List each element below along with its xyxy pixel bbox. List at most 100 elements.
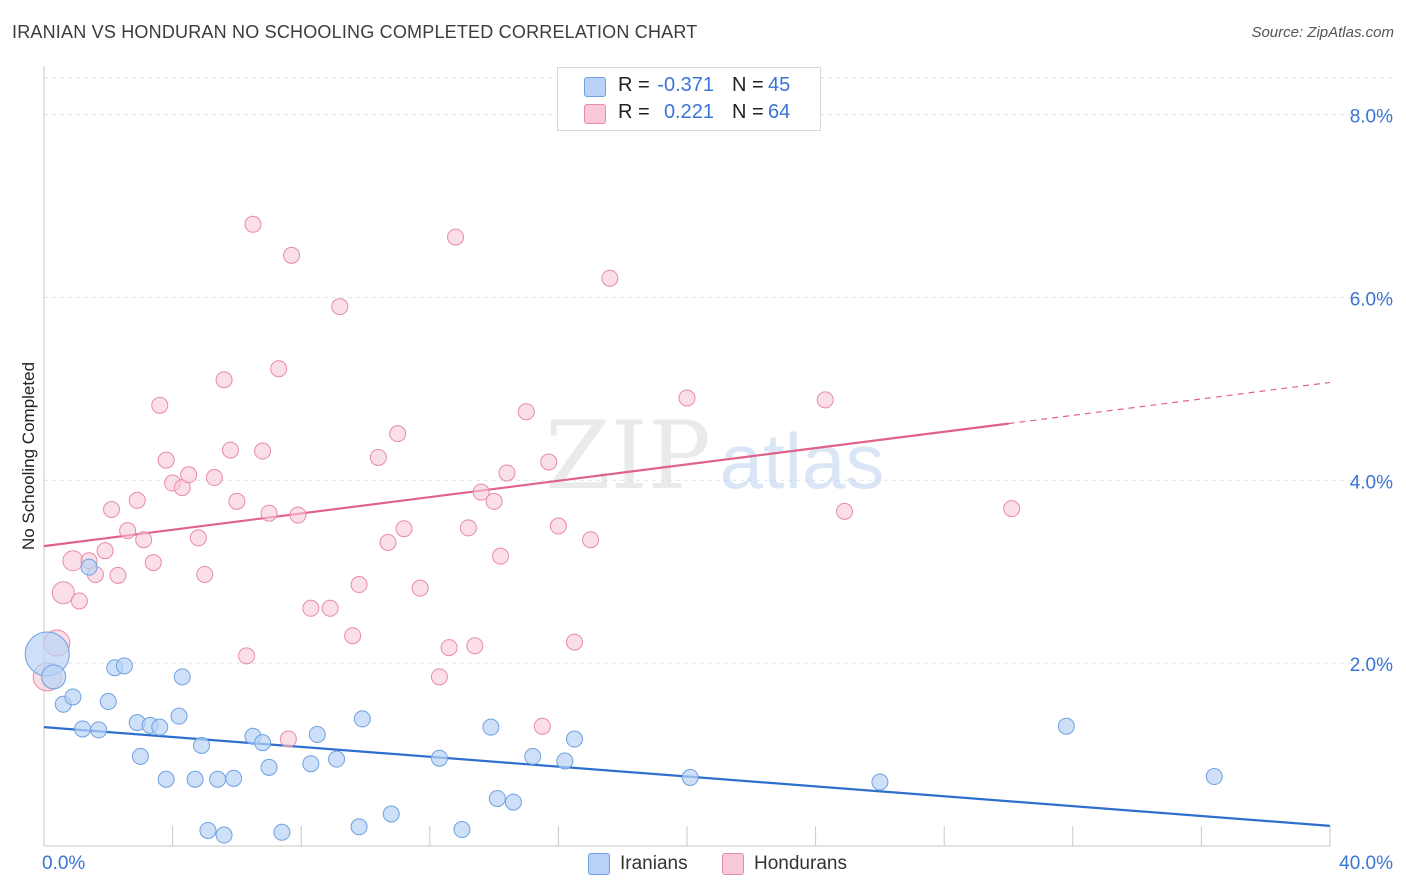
iranian-point: [80, 558, 98, 576]
iranian-point: [74, 720, 92, 738]
y-tick-label: 8.0%: [1350, 107, 1393, 128]
iranian-point: [193, 736, 211, 754]
honduran-point: [180, 466, 198, 484]
correlation-legend: R = -0.371 N = 45 R = 0.221 N = 64: [557, 67, 821, 131]
honduran-point: [430, 668, 448, 686]
honduran-point: [517, 403, 535, 421]
honduran-point: [440, 639, 458, 657]
iranian-point: [99, 693, 117, 711]
honduran-point: [344, 627, 362, 645]
honduran-point: [103, 501, 121, 519]
legend-r-value: 0.221: [663, 101, 714, 123]
legend-r-label: R =: [618, 74, 650, 96]
honduran-point: [678, 389, 696, 407]
bottom-legend-swatch-hondurans: [722, 853, 744, 875]
honduran-point: [816, 391, 834, 409]
honduran-point: [144, 554, 162, 572]
iranian-point: [382, 805, 400, 823]
honduran-point: [205, 469, 223, 487]
iranian-point: [209, 770, 227, 788]
honduran-point: [128, 491, 146, 509]
iranian-point: [681, 768, 699, 786]
iranian-point: [260, 758, 278, 776]
iranian-point: [41, 664, 67, 690]
iranian-point: [273, 823, 291, 841]
iranian-point: [199, 821, 217, 839]
legend-r-value: -0.371: [657, 74, 714, 96]
legend-r-label: R =: [618, 101, 650, 123]
honduran-point: [836, 502, 854, 520]
honduran-point: [565, 633, 583, 651]
honduran-point: [411, 579, 429, 597]
honduran-point: [135, 531, 153, 549]
honduran-point: [109, 566, 127, 584]
iranian-point: [565, 730, 583, 748]
honduran-point: [459, 519, 477, 537]
honduran-point: [96, 542, 114, 560]
honduran-point: [350, 576, 368, 594]
honduran-point: [389, 425, 407, 443]
iranian-point: [350, 818, 368, 836]
iranian-point: [430, 749, 448, 767]
honduran-point: [540, 453, 558, 471]
legend-n-label: N =: [732, 74, 764, 96]
iranian-point: [1205, 768, 1223, 786]
iranian-point: [556, 752, 574, 770]
iranian-point: [353, 710, 371, 728]
watermark-zip: ZIP: [545, 402, 711, 511]
gridlines: [44, 77, 1392, 664]
y-tick-label: 4.0%: [1350, 472, 1393, 493]
y-tick-label: 6.0%: [1350, 289, 1393, 310]
x-tick-label: 0.0%: [42, 853, 85, 874]
honduran-point: [289, 506, 307, 524]
honduran-point: [189, 529, 207, 547]
y-tick-label: 2.0%: [1350, 655, 1393, 676]
honduran-point: [270, 360, 288, 378]
honduran-point: [228, 492, 246, 510]
iranian-point: [871, 773, 889, 791]
honduran-trend-extension: [1008, 381, 1331, 425]
iranian-point: [328, 750, 346, 768]
honduran-point: [238, 647, 256, 665]
honduran-point: [549, 517, 567, 535]
iranian-point: [186, 770, 204, 788]
bottom-legend-label-hondurans: Hondurans: [754, 853, 847, 874]
iranian-point: [115, 657, 133, 675]
iranian-point: [302, 755, 320, 773]
honduran-point: [447, 228, 465, 246]
honduran-point: [215, 371, 233, 389]
iranian-point: [157, 770, 175, 788]
honduran-point: [119, 522, 137, 540]
source-note: Source: ZipAtlas.com: [1251, 24, 1394, 41]
honduran-point: [582, 531, 600, 549]
honduran-point: [321, 599, 339, 617]
legend-swatch-iranians: [584, 77, 606, 97]
y-axis-label: No Schooling Completed: [19, 362, 38, 550]
honduran-point: [379, 533, 397, 551]
honduran-point: [395, 520, 413, 538]
axes: [43, 66, 1331, 847]
legend-n-value: 45: [768, 74, 791, 96]
honduran-point: [283, 246, 301, 264]
honduran-point: [157, 451, 175, 469]
honduran-point: [331, 298, 349, 316]
honduran-point: [1003, 500, 1021, 518]
honduran-point: [260, 504, 278, 522]
honduran-point: [369, 448, 387, 466]
iranian-point: [488, 789, 506, 807]
iranian-point: [151, 718, 169, 736]
iranian-point: [254, 734, 272, 752]
iranian-point: [215, 826, 233, 844]
legend-n-value: 64: [768, 101, 791, 123]
iranian-point: [90, 721, 108, 739]
iranian-points: [24, 558, 1223, 844]
honduran-point: [466, 637, 484, 655]
honduran-point: [151, 396, 169, 414]
iranian-point: [173, 668, 191, 686]
legend-swatch-hondurans: [584, 104, 606, 124]
iranian-point: [308, 725, 326, 743]
iranian-point: [131, 747, 149, 765]
honduran-point: [472, 483, 490, 501]
honduran-point: [70, 592, 88, 610]
watermark-atlas: atlas: [720, 417, 885, 505]
